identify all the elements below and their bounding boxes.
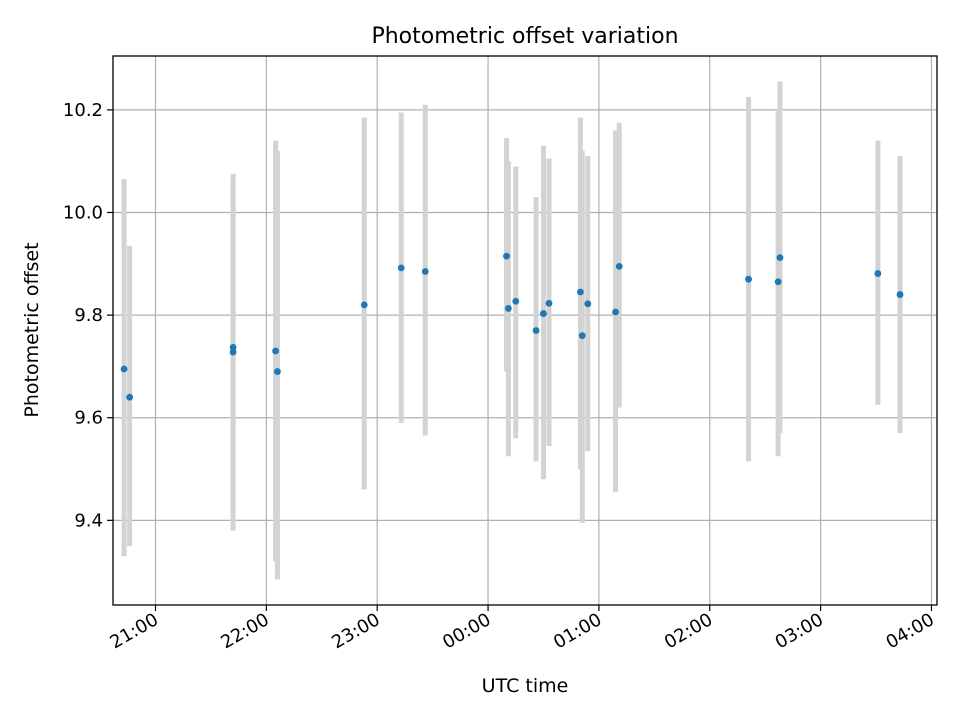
data-point bbox=[421, 268, 429, 275]
data-point bbox=[896, 291, 904, 298]
data-point bbox=[360, 301, 368, 309]
data-point bbox=[126, 393, 134, 401]
data-point bbox=[874, 270, 882, 277]
y-tick-label: 10.0 bbox=[63, 202, 103, 223]
data-point bbox=[776, 254, 784, 262]
y-tick-label: 10.2 bbox=[63, 100, 103, 121]
data-point bbox=[584, 300, 592, 308]
y-tick-label: 9.8 bbox=[74, 305, 103, 326]
data-point bbox=[545, 299, 553, 307]
data-point bbox=[577, 288, 584, 296]
data-point bbox=[274, 368, 281, 375]
y-tick-label: 9.4 bbox=[74, 510, 103, 531]
data-point bbox=[540, 310, 547, 317]
data-point bbox=[504, 305, 512, 312]
data-point bbox=[397, 264, 405, 272]
grid bbox=[113, 56, 937, 605]
data-point bbox=[578, 332, 586, 340]
data-point bbox=[229, 348, 237, 356]
data-point bbox=[615, 262, 623, 270]
y-tick-label: 9.6 bbox=[74, 408, 103, 429]
data-point bbox=[612, 308, 619, 316]
y-axis-label: Photometric offset bbox=[21, 242, 43, 417]
data-point bbox=[512, 297, 520, 305]
data-point bbox=[503, 252, 510, 260]
data-point bbox=[532, 327, 540, 334]
plot-frame bbox=[112, 55, 938, 606]
data-point bbox=[745, 275, 752, 283]
x-axis-label: UTC time bbox=[482, 675, 569, 697]
points bbox=[120, 252, 904, 401]
data-point bbox=[272, 347, 279, 355]
chart-title: Photometric offset variation bbox=[371, 24, 678, 49]
data-point bbox=[774, 278, 782, 286]
data-point bbox=[120, 365, 128, 373]
y-axis: 9.4 9.6 9.8 10.0 10.2 bbox=[63, 100, 113, 531]
